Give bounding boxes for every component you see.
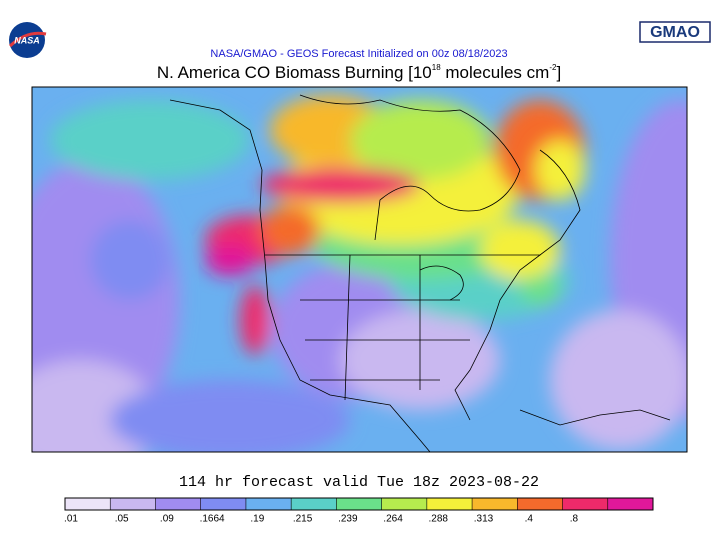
colorbar: .01 .05 .09 .1664 .19 .215 .239 .264 .288 .313 .4.… bbox=[64, 497, 654, 525]
gmao-logo: GMAO bbox=[639, 21, 711, 43]
colorbar-swatch bbox=[472, 498, 518, 510]
colorbar-label: .09 bbox=[160, 514, 174, 525]
colorbar-swatch bbox=[200, 498, 247, 510]
colorbar-label: .01 bbox=[64, 514, 78, 525]
title-part: ] bbox=[556, 63, 561, 82]
colorbar-label: .239 bbox=[338, 514, 358, 525]
title-part: molecules cm bbox=[441, 63, 550, 82]
colorbar-label: .19 bbox=[250, 514, 264, 525]
title: N. America CO Biomass Burning [1018 mole… bbox=[157, 63, 561, 82]
colorbar-label: .215 bbox=[293, 514, 313, 525]
colorbar-label: .8 bbox=[570, 514, 579, 525]
colorbar-swatch bbox=[517, 498, 564, 510]
colorbar-swatch bbox=[110, 498, 156, 510]
colorbar-swatch bbox=[65, 498, 111, 510]
colorbar-swatch bbox=[607, 498, 654, 510]
title-part: N. America CO Biomass Burning [10 bbox=[157, 63, 432, 82]
valid-time: 114 hr forecast valid Tue 18z 2023-08-22 bbox=[179, 474, 539, 491]
colorbar-label: .1664 bbox=[200, 514, 225, 525]
colorbar-frame bbox=[64, 497, 654, 511]
map-frame bbox=[31, 86, 688, 453]
nasa-logo: NASA bbox=[8, 22, 47, 58]
coastlines bbox=[169, 94, 671, 452]
map bbox=[32, 87, 687, 452]
colorbar-swatch bbox=[155, 498, 202, 510]
colorbar-label: .288 bbox=[429, 514, 449, 525]
colorbar-label: .4 bbox=[525, 514, 534, 525]
colorbar-swatch bbox=[336, 498, 383, 510]
subtitle: NASA/GMAO - GEOS Forecast Initialized on… bbox=[210, 48, 507, 60]
title-exponent: 18 bbox=[432, 63, 441, 72]
colorbar-swatch bbox=[381, 498, 428, 510]
colorbar-swatch bbox=[291, 498, 337, 510]
colorbar-swatch bbox=[562, 498, 609, 510]
title-exponent: -2 bbox=[549, 63, 557, 72]
colorbar-label: .313 bbox=[474, 514, 494, 525]
colorbar-swatch bbox=[245, 498, 292, 510]
logo-text: NASA bbox=[14, 35, 40, 45]
colorbar-swatch bbox=[426, 498, 473, 510]
colorbar-label: .264 bbox=[383, 514, 403, 525]
logo-text: GMAO bbox=[650, 24, 700, 41]
colorbar-label: .05 bbox=[115, 514, 129, 525]
